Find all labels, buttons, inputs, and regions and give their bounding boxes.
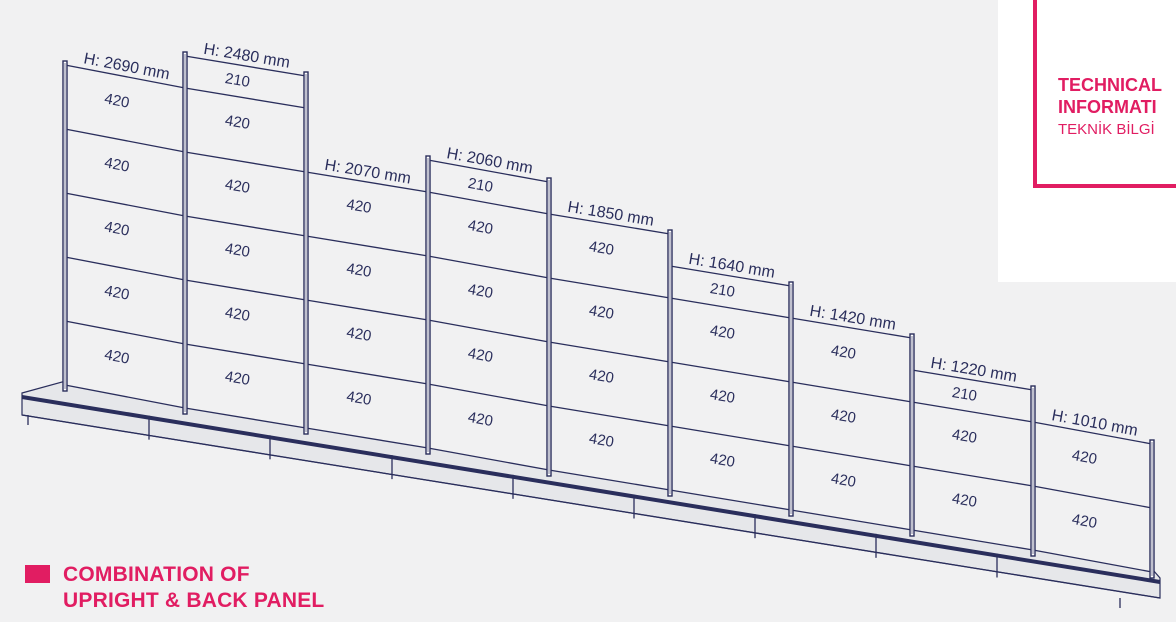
back-panel [670,266,791,510]
shelf-divider-line [64,320,186,345]
segment-height-label: 420 [224,304,251,325]
back-panel [185,56,306,428]
caption-square-icon [25,565,50,583]
panel-top-edge [548,213,671,235]
segment-height-label: 420 [709,450,736,471]
panel-bottom-edge [911,529,1034,551]
segment-height-label: 420 [951,426,978,447]
segment-height-label: 420 [224,112,251,133]
segment-height-label: 420 [103,282,131,303]
shelf-divider-line [427,191,550,215]
panel-top-edge [64,64,186,89]
shelf-divider-line [184,343,307,365]
segment-height-label: 210 [951,384,978,405]
panel-bottom-edge [64,384,186,409]
panel-bottom-edge [305,427,429,449]
segment-height-label: 210 [224,70,251,91]
segment-height-label: 420 [224,368,251,389]
shelf-divider-line [427,319,550,343]
segment-height-label: 420 [951,490,978,511]
panel-top-edge [790,317,913,339]
segment-height-label: 420 [103,218,131,239]
shelf-divider-line [184,151,307,173]
segment-height-label: 420 [345,388,372,409]
shelf-divider-line [427,255,550,279]
shelf-divider-line [305,235,429,257]
segment-height-label: 420 [345,324,372,345]
segment-height-label: 420 [103,154,131,175]
shelf-divider-line [790,381,913,403]
segment-height-label: 420 [830,470,857,491]
segment-height-label: 420 [345,196,372,217]
segment-height-label: 210 [709,280,736,301]
panel-top-edge [669,265,792,287]
segment-height-label: 420 [709,386,736,407]
segment-height-label: 420 [103,90,131,111]
technical-info-title: TECHNICAL INFORMATI [1058,75,1162,117]
shelf-divider-line [548,277,671,299]
shelf-divider-line [548,405,671,427]
segment-height-label: 420 [224,176,251,197]
segment-height-label: 420 [103,346,131,367]
technical-info-frame [1033,0,1176,188]
segment-height-label: 420 [467,345,495,366]
shelf-divider-line [184,215,307,237]
technical-info-box [998,0,1176,282]
panel-top-edge [305,171,429,193]
segment-height-label: 420 [830,342,857,363]
segment-height-label: 420 [345,260,372,281]
segment-height-label: 420 [467,217,495,238]
segment-height-label: 420 [1071,447,1099,468]
panel-top-edge [1032,421,1153,445]
shelf-divider-line [911,465,1034,487]
segment-height-label: 420 [709,322,736,343]
shelf-divider-line [1032,485,1153,509]
diagram-caption: COMBINATION OF UPRIGHT & BACK PANEL [63,563,325,612]
shelf-divider-line [64,256,186,281]
segment-height-label: 420 [830,406,857,427]
segment-height-label: 420 [588,430,615,451]
panel-bottom-edge [669,489,792,511]
segment-height-label: 420 [467,409,495,430]
shelf-divider-line [64,128,186,153]
shelf-divider-line [184,87,307,109]
shelf-divider-line [184,279,307,301]
shelf-divider-line [305,299,429,321]
panel-bottom-edge [548,469,671,491]
shelf-divider-line [669,361,792,383]
segment-height-label: 210 [467,175,495,196]
segment-height-label: 420 [224,240,251,261]
panel-bottom-edge [790,509,913,531]
shelf-divider-line [790,445,913,467]
back-panel [791,318,912,530]
shelf-divider-line [548,341,671,363]
shelf-divider-line [669,297,792,319]
back-panel [912,370,1033,550]
shelf-divider-line [64,192,186,217]
shelf-divider-line [911,401,1034,423]
plinth-bottom-edge [21,414,1161,599]
shelf-divider-line [427,383,550,407]
plinth-front-strip [21,395,1161,584]
panel-bottom-edge [184,407,307,429]
segment-height-label: 420 [588,238,615,259]
segment-height-label: 420 [467,281,495,302]
panel-top-edge [184,55,307,77]
segment-height-label: 420 [588,302,615,323]
technical-info-subtitle: TEKNİK BİLGİ [1058,121,1155,138]
back-panel [65,65,185,408]
segment-height-label: 420 [1071,511,1099,532]
panel-bottom-edge [1032,549,1153,573]
back-panel [428,160,549,470]
panel-top-edge [427,159,550,183]
panel-bottom-edge [427,447,550,471]
segment-height-label: 420 [588,366,615,387]
shelf-divider-line [669,425,792,447]
panel-top-edge [911,369,1034,391]
shelf-divider-line [305,363,429,385]
